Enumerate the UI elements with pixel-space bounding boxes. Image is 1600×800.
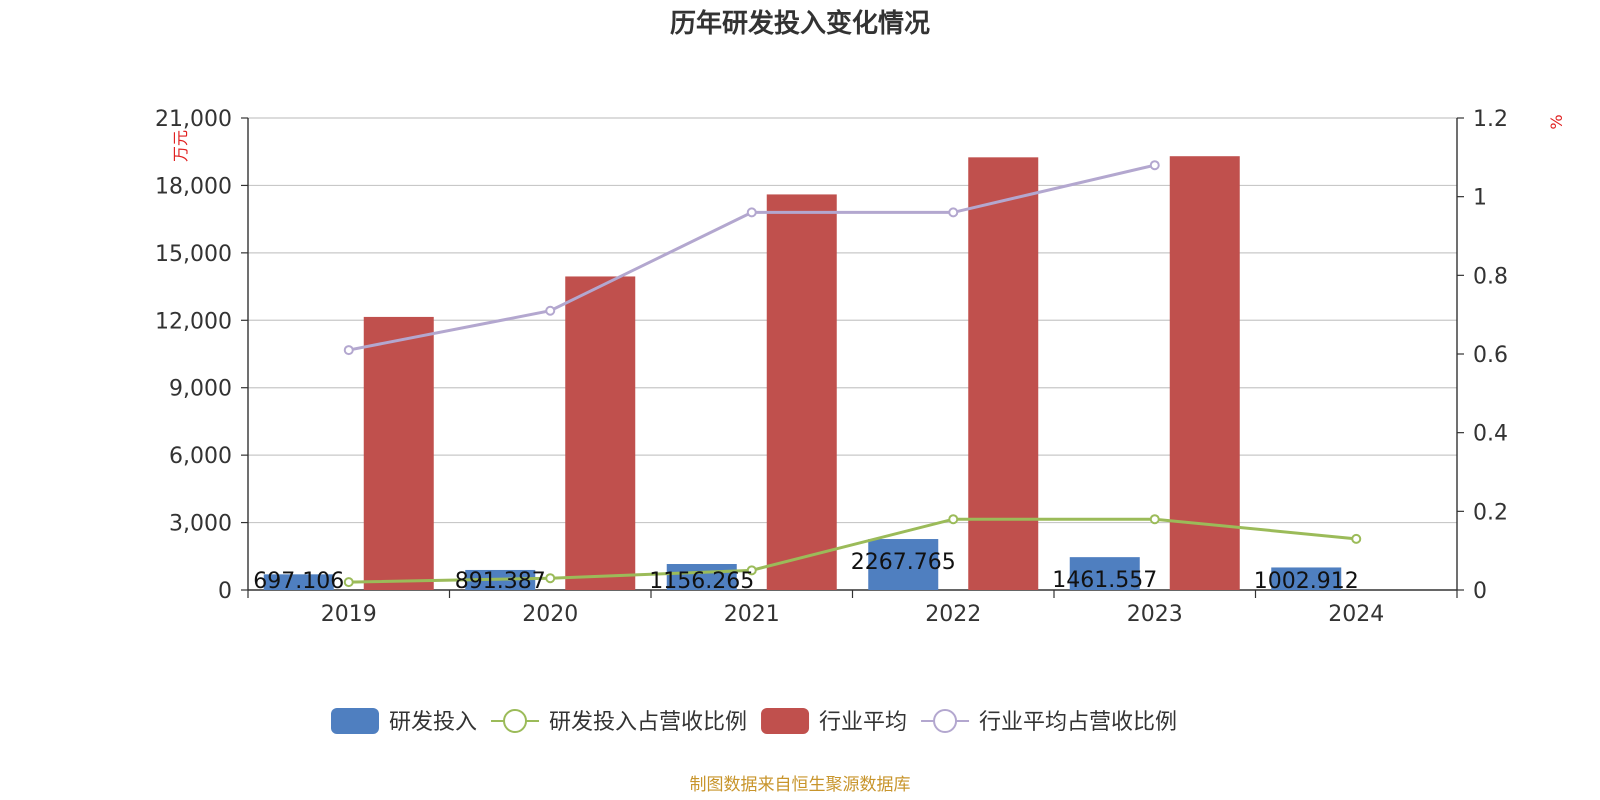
right-axis-tick-label: 0 [1473,579,1487,604]
left-axis-unit: 万元 [171,130,190,162]
left-axis-tick-label: 12,000 [155,309,232,334]
point-rd-ratio [746,565,757,576]
bar-industry-2020 [565,276,636,590]
left-axis-tick-label: 18,000 [155,174,232,199]
data-labels: 697.106 891.387 1156.265 2267.765 1461.557 10… [253,550,1358,594]
chart-title: 历年研发投入变化情况 [670,8,930,39]
data-label: 1461.557 [1052,568,1157,593]
left-axis-tick-label: 9,000 [169,377,232,402]
x-axis-tick-label: 2022 [925,602,981,627]
bar-industry-2023 [1169,156,1240,590]
legend-label: 研发投入 [389,710,477,735]
bar-rd-2022 [868,539,939,590]
bar-industry-2022 [968,157,1039,591]
x-axis-tick-label: 2019 [321,602,377,627]
grid-lines [248,117,1457,524]
right-axis-tick-label: 0.8 [1473,264,1508,289]
data-label: 891.387 [455,569,546,594]
bar-rd-2019 [263,574,334,590]
data-label: 1002.912 [1254,569,1359,594]
x-axis-tick-label: 2021 [724,602,780,627]
bar-industry-2021 [766,194,837,590]
right-axis-unit: % [1547,114,1566,129]
point-industry-ratio [746,207,757,218]
bar-rd-2021 [666,564,737,590]
legend-marker [503,709,528,733]
x-axis-tick-label: 2023 [1127,602,1183,627]
point-rd-ratio [1351,533,1362,544]
point-industry-ratio [545,305,556,316]
legend-swatch [331,708,379,734]
legend-marker [933,709,958,733]
bars [263,156,1342,591]
legend-label: 行业平均占营收比例 [979,710,1177,735]
data-label: 2267.765 [851,550,956,575]
point-rd-ratio [948,514,959,525]
bar-rd-2024 [1271,567,1342,590]
axes: 0 3,000 6,000 9,000 12,000 15,000 18,000 21,000… [155,107,1508,627]
x-axis-tick-label: 2020 [522,602,578,627]
right-axis-tick-label: 1 [1473,186,1487,211]
point-rd-ratio [343,577,354,588]
left-axis-tick-label: 21,000 [155,107,232,132]
left-axis-tick-label: 15,000 [155,242,232,267]
point-rd-ratio [545,573,556,584]
line-rd-ratio [348,517,1357,584]
point-rd-ratio [1149,514,1160,525]
point-industry-ratio [343,345,354,356]
data-label: 1156.265 [649,569,754,594]
lines [343,160,1362,588]
right-axis-tick-label: 0.4 [1473,422,1508,447]
x-axis-tick-label: 2024 [1328,602,1384,627]
legend-label: 研发投入占营收比例 [549,710,747,735]
legend: 研发投入 研发投入占营收比例 行业平均 行业平均占营收比例 [331,708,1177,735]
right-axis-tick-label: 0.6 [1473,343,1508,368]
bar-rd-2023 [1069,557,1140,590]
right-axis-tick-label: 1.2 [1473,107,1508,132]
source-note: 制图数据来自恒生聚源数据库 [690,775,911,795]
legend-label: 行业平均 [819,710,907,735]
left-axis-tick-label: 3,000 [169,512,232,537]
point-industry-ratio [1149,160,1160,171]
right-axis-tick-label: 0.2 [1473,500,1508,525]
bar-industry-2019 [363,316,434,590]
left-axis-tick-label: 6,000 [169,444,232,469]
data-label: 697.106 [253,569,344,594]
point-industry-ratio [948,207,959,218]
left-axis-tick-label: 0 [218,579,232,604]
legend-swatch [761,708,810,734]
